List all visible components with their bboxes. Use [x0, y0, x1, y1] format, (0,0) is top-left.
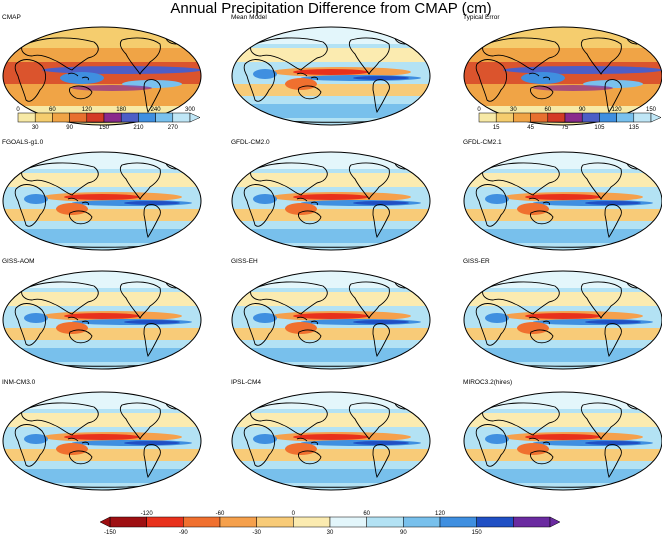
panel-label: GFDL-CM2.1: [463, 139, 502, 146]
panel-label: INM-CM3.0: [2, 379, 36, 386]
panel-ipsl-cm4: IPSL-CM4: [231, 379, 431, 491]
map-giss-er: [463, 270, 662, 370]
colorbar-tick-label: 150: [646, 107, 657, 113]
panel-label: GISS-AOM: [2, 258, 35, 265]
colorbar-tick-label: 0: [16, 107, 20, 113]
panel-label: FGOALS-g1.0: [2, 139, 44, 146]
colorbar-tick-label: -120: [141, 511, 154, 517]
colorbar-tick-label: 210: [133, 125, 144, 131]
colorbar-cmap: 0601201802403003090150210270330: [16, 107, 201, 131]
colorbar-tick-label: 180: [116, 107, 127, 113]
colorbar-tick-label: 150: [472, 530, 483, 536]
colorbar-tick-label: 135: [629, 125, 640, 131]
map-gfdl-cm21: [463, 151, 662, 251]
map-gfdl-cm20: [231, 151, 431, 251]
panel-mean-model: Mean Model: [231, 14, 431, 126]
colorbar-tick-label: 300: [185, 107, 196, 113]
colorbar-tick-label: 270: [168, 125, 179, 131]
colorbar-tick-label: 90: [66, 125, 73, 131]
map-mean-model: [231, 26, 431, 126]
colorbar-tick-label: 30: [327, 530, 334, 536]
colorbar-tick-label: 120: [82, 107, 93, 113]
colorbar-error: 0 30 60 90 120 150 15 45 75 105 135: [477, 107, 662, 131]
panel-giss-eh: GISS-EH: [231, 258, 431, 370]
colorbar-tick-label: 105: [594, 125, 605, 131]
panel-label: GISS-ER: [463, 258, 490, 265]
panel-label: IPSL-CM4: [231, 379, 261, 386]
colorbar-tick-label: 120: [435, 511, 446, 517]
map-fgoals: [2, 151, 202, 251]
panel-inm-cm30: INM-CM3.0: [2, 379, 202, 491]
figure-title: Annual Precipitation Difference from CMA…: [170, 0, 492, 17]
map-miroc32-hires: [463, 391, 662, 491]
panel-label: GISS-EH: [231, 258, 258, 265]
panel-label: Typical Error: [463, 14, 500, 21]
colorbar-tick-label: -90: [179, 530, 188, 536]
panel-cmap: CMAP: [2, 14, 202, 126]
colorbar-tick-label: 0: [477, 107, 481, 113]
colorbar-tick-label: -60: [216, 511, 225, 517]
panel-label: Mean Model: [231, 14, 267, 21]
colorbar-tick-label: 240: [151, 107, 162, 113]
panel-label: GFDL-CM2.0: [231, 139, 270, 146]
map-cmap: [2, 26, 202, 126]
panel-label: CMAP: [2, 14, 21, 21]
colorbar-tick-label: -150: [104, 530, 117, 536]
map-ipsl-cm4: [231, 391, 431, 491]
colorbar-tick-label: 90: [579, 107, 586, 113]
map-inm-cm30: [2, 391, 202, 491]
panel-fgoals: FGOALS-g1.0: [2, 139, 202, 251]
colorbar-tick-label: 45: [527, 125, 534, 131]
colorbar-tick-label: 60: [363, 511, 370, 517]
panel-giss-er: GISS-ER: [463, 258, 662, 370]
map-giss-eh: [231, 270, 431, 370]
colorbar-tick-label: 15: [493, 125, 500, 131]
panel-label: MIROC3.2(hires): [463, 379, 513, 386]
colorbar-tick-label: 30: [32, 125, 39, 131]
colorbar-tick-label: 30: [510, 107, 517, 113]
colorbar-tick-label: 60: [49, 107, 56, 113]
panel-gfdl-cm21: GFDL-CM2.1: [463, 139, 662, 251]
colorbar-tick-label: 0: [292, 511, 296, 517]
colorbar-tick-label: 90: [400, 530, 407, 536]
panel-giss-aom: GISS-AOM: [2, 258, 202, 370]
colorbar-tick-label: 60: [544, 107, 551, 113]
colorbar-difference: -120 -60 0 60 120 -150 -90 -30 30 90 150: [99, 511, 561, 536]
panel-miroc32-hires: MIROC3.2(hires): [463, 379, 662, 491]
colorbar-tick-label: -30: [252, 530, 261, 536]
map-giss-aom: [2, 270, 202, 370]
panel-gfdl-cm20: GFDL-CM2.0: [231, 139, 431, 251]
colorbar-tick-label: 75: [562, 125, 569, 131]
colorbar-tick-label: 150: [99, 125, 110, 131]
colorbar-tick-label: 120: [612, 107, 623, 113]
